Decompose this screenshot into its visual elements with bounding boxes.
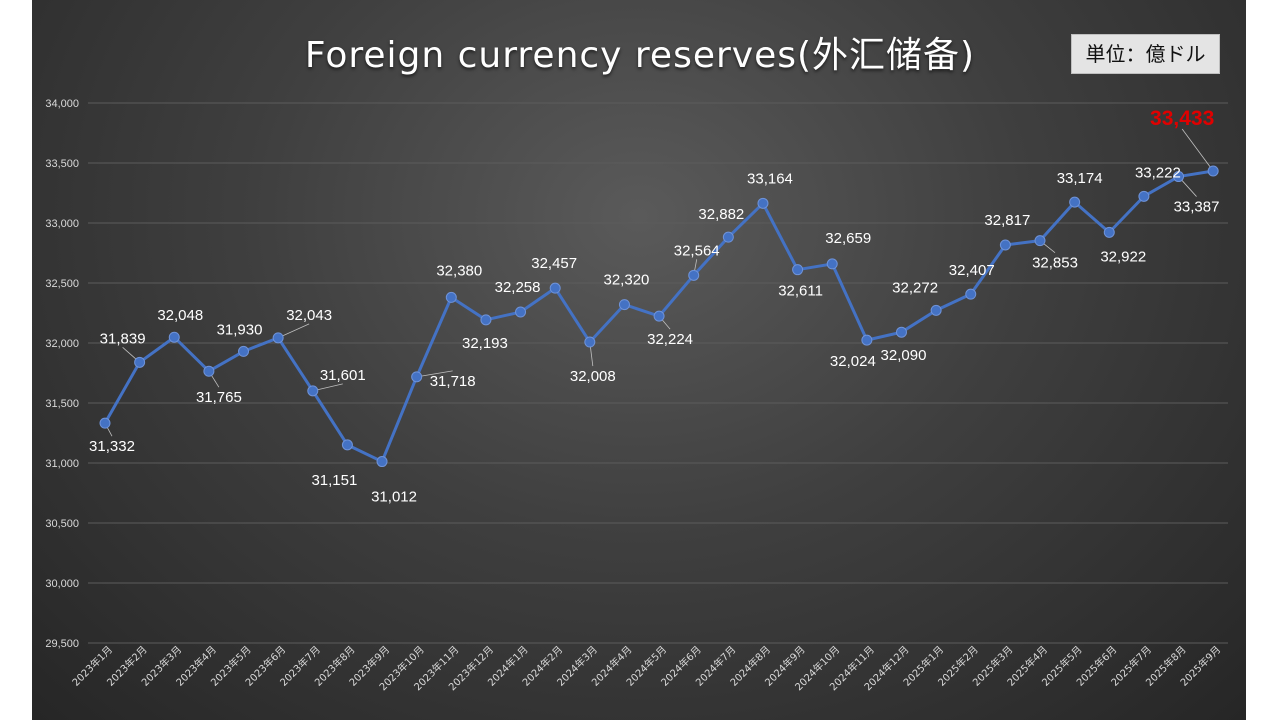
data-label: 31,839 (100, 330, 146, 347)
data-point (895, 326, 907, 338)
y-tick-label: 31,000 (45, 458, 79, 470)
data-label: 32,090 (881, 347, 927, 364)
y-tick-label: 30,000 (45, 578, 79, 590)
data-label: 31,151 (311, 472, 357, 489)
data-point (99, 417, 111, 429)
data-point (618, 299, 630, 311)
data-points (99, 165, 1219, 468)
data-point (238, 345, 250, 357)
data-label: 32,659 (825, 230, 871, 247)
data-point (688, 269, 700, 281)
data-label: 31,601 (320, 367, 366, 384)
y-tick-label: 30,500 (45, 518, 79, 530)
data-point (1138, 190, 1150, 202)
data-label: 32,024 (830, 353, 876, 370)
data-label: 32,048 (157, 307, 203, 324)
chart-title: Foreign currency reserves(外汇储备) (304, 35, 976, 76)
data-label: 32,272 (892, 279, 938, 296)
data-label: 33,164 (747, 170, 793, 187)
y-tick-label: 33,000 (45, 218, 79, 230)
data-point (653, 310, 665, 322)
data-point (480, 314, 492, 326)
data-label: 31,012 (371, 489, 417, 506)
y-axis-ticks: 29,500 30,000 30,500 31,000 31,500 32,000 32,5… (45, 98, 79, 650)
data-point (999, 239, 1011, 251)
data-label: 32,380 (436, 262, 482, 279)
data-label: 32,043 (286, 307, 332, 324)
y-tick-label: 33,500 (45, 158, 79, 170)
data-point (203, 365, 215, 377)
data-point (307, 385, 319, 397)
data-point (930, 304, 942, 316)
y-tick-label: 32,500 (45, 278, 79, 290)
data-label: 32,193 (462, 335, 508, 352)
data-label: 32,817 (984, 212, 1030, 229)
unit-badge: 単位：億ドル (1071, 34, 1220, 74)
data-point (411, 371, 423, 383)
gridlines (88, 102, 1228, 644)
data-point (376, 456, 388, 468)
leader-line (277, 323, 310, 339)
data-label: 33,222 (1135, 164, 1181, 181)
data-point (168, 331, 180, 343)
data-point (757, 197, 769, 209)
data-point (826, 258, 838, 270)
data-point (1103, 226, 1115, 238)
data-label: 32,853 (1032, 255, 1078, 272)
leader-line (416, 370, 453, 378)
data-point (965, 288, 977, 300)
data-point (272, 332, 284, 344)
data-label: 32,407 (949, 262, 995, 279)
data-point (861, 334, 873, 346)
data-point (1207, 165, 1219, 177)
data-labels: 31,332 31,839 32,048 31,765 31,930 32,043 31,6… (89, 107, 1219, 506)
leader-line (1181, 128, 1214, 172)
data-label: 31,332 (89, 438, 135, 455)
data-point (341, 439, 353, 451)
data-label: 32,922 (1100, 248, 1146, 265)
data-label: 32,457 (531, 255, 577, 272)
y-tick-label: 29,500 (45, 638, 79, 650)
data-label: 32,224 (647, 331, 693, 348)
data-point (722, 231, 734, 243)
data-point (1173, 171, 1185, 183)
data-label: 32,611 (778, 283, 823, 300)
latest-value-label: 33,433 (1150, 107, 1214, 130)
data-point (1069, 196, 1081, 208)
data-point (549, 282, 561, 294)
data-point (445, 291, 457, 303)
data-point (584, 336, 596, 348)
data-point (515, 306, 527, 318)
y-tick-label: 32,000 (45, 338, 79, 350)
data-label: 32,320 (604, 272, 650, 289)
y-tick-label: 34,000 (45, 98, 79, 110)
x-axis-ticks: 2023年1月2023年2月2023年3月2023年4月2023年5月2023年… (69, 643, 1223, 693)
data-point (1034, 235, 1046, 247)
data-label: 32,564 (674, 242, 720, 259)
data-label: 32,882 (698, 206, 744, 223)
chart-panel (32, 0, 1246, 720)
data-point (792, 264, 804, 276)
data-label: 31,765 (196, 389, 242, 406)
data-label: 33,387 (1174, 199, 1220, 216)
data-label: 31,930 (217, 321, 263, 338)
data-point (134, 356, 146, 368)
data-label: 32,008 (570, 368, 616, 385)
data-label: 31,718 (430, 373, 476, 390)
data-label: 33,174 (1057, 170, 1103, 187)
y-tick-label: 31,500 (45, 398, 79, 410)
data-label: 32,258 (495, 279, 541, 296)
